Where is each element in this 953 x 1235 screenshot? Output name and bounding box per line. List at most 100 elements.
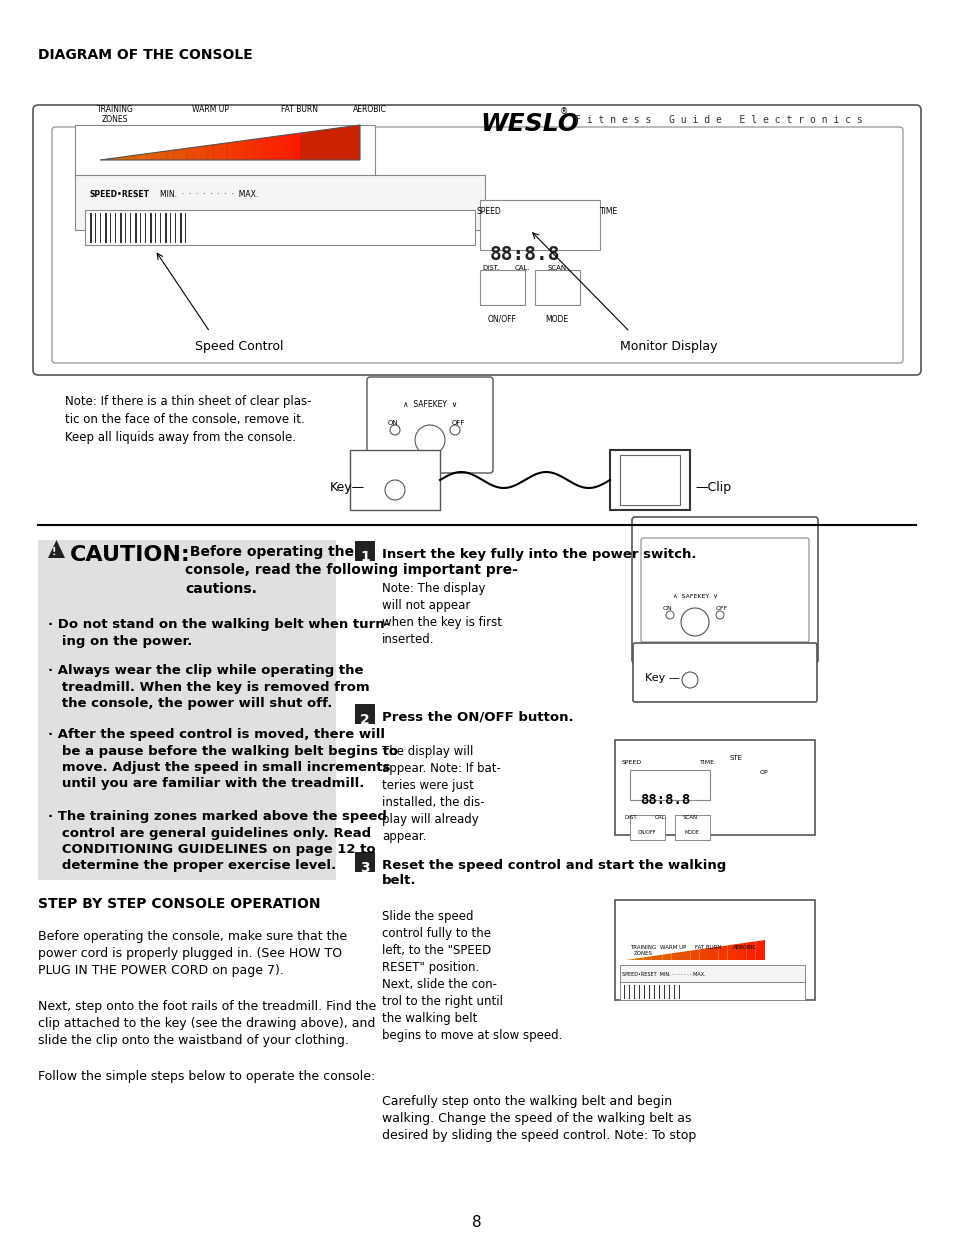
Bar xyxy=(100,212,101,243)
Text: AEROBIC: AEROBIC xyxy=(732,945,757,950)
Bar xyxy=(160,212,161,243)
Polygon shape xyxy=(200,146,207,161)
Polygon shape xyxy=(173,149,180,161)
FancyBboxPatch shape xyxy=(633,643,816,701)
Bar xyxy=(615,740,814,835)
Polygon shape xyxy=(140,153,147,161)
Text: ON/OFF: ON/OFF xyxy=(487,315,516,324)
Text: SPEED: SPEED xyxy=(476,207,501,216)
Text: DIST.: DIST. xyxy=(481,266,498,270)
Bar xyxy=(140,212,141,243)
FancyBboxPatch shape xyxy=(52,127,902,363)
Bar xyxy=(609,450,689,510)
Polygon shape xyxy=(624,958,634,960)
Text: MIN.  ·  ·  ·  ·  ·  ·  ·  ·  MAX.: MIN. · · · · · · · · MAX. xyxy=(160,190,258,199)
Polygon shape xyxy=(737,942,745,960)
Text: TIME: TIME xyxy=(599,207,618,216)
Text: Note: The display
will not appear
when the key is first
inserted.: Note: The display will not appear when t… xyxy=(381,582,501,646)
Polygon shape xyxy=(147,153,153,161)
Text: —Clip: —Clip xyxy=(695,480,730,494)
Text: STEP BY STEP CONSOLE OPERATION: STEP BY STEP CONSOLE OPERATION xyxy=(38,897,320,911)
FancyBboxPatch shape xyxy=(640,538,808,642)
Polygon shape xyxy=(48,540,65,558)
Polygon shape xyxy=(718,945,727,960)
Bar xyxy=(654,986,655,999)
Text: SCAN: SCAN xyxy=(682,815,698,820)
Text: FAT BURN: FAT BURN xyxy=(695,945,720,950)
Polygon shape xyxy=(113,157,120,161)
Circle shape xyxy=(450,425,459,435)
Polygon shape xyxy=(680,951,690,960)
Text: 88:8.8: 88:8.8 xyxy=(490,245,560,264)
FancyBboxPatch shape xyxy=(38,540,335,881)
Text: Monitor Display: Monitor Display xyxy=(619,340,717,353)
Polygon shape xyxy=(180,148,187,161)
Bar xyxy=(675,815,709,840)
Bar xyxy=(145,212,146,243)
Polygon shape xyxy=(661,953,671,960)
Bar xyxy=(135,212,137,243)
Text: STE: STE xyxy=(729,755,742,761)
Bar xyxy=(623,986,625,999)
Polygon shape xyxy=(634,957,643,960)
Text: Speed Control: Speed Control xyxy=(194,340,283,353)
Bar xyxy=(629,769,709,800)
Text: CAUTION:: CAUTION: xyxy=(70,545,191,564)
Bar xyxy=(479,200,599,249)
Bar xyxy=(619,982,804,1000)
Text: ®: ® xyxy=(559,107,568,116)
Bar xyxy=(170,212,171,243)
Text: Key—: Key— xyxy=(330,480,365,494)
Polygon shape xyxy=(153,152,160,161)
Text: TRAINING
ZONES: TRAINING ZONES xyxy=(629,945,656,956)
Bar xyxy=(75,175,484,230)
Text: CAL.: CAL. xyxy=(515,266,530,270)
Polygon shape xyxy=(100,125,359,161)
Polygon shape xyxy=(267,137,274,161)
Text: 2: 2 xyxy=(359,713,370,727)
Bar xyxy=(120,212,122,243)
Text: · Always wear the clip while operating the
   treadmill. When the key is removed: · Always wear the clip while operating t… xyxy=(48,664,369,710)
Circle shape xyxy=(415,425,444,454)
Text: Before operating the
console, read the following important pre-
cautions.: Before operating the console, read the f… xyxy=(185,545,517,595)
Bar xyxy=(110,212,111,243)
Text: ON: ON xyxy=(662,606,672,611)
Polygon shape xyxy=(213,143,220,161)
Polygon shape xyxy=(745,941,755,960)
Polygon shape xyxy=(127,156,133,161)
Polygon shape xyxy=(240,141,247,161)
Text: TIME: TIME xyxy=(700,760,714,764)
Bar xyxy=(95,212,96,243)
Bar xyxy=(75,125,375,180)
FancyBboxPatch shape xyxy=(355,541,375,561)
Circle shape xyxy=(680,608,708,636)
Bar xyxy=(619,454,679,505)
Polygon shape xyxy=(260,137,267,161)
Polygon shape xyxy=(167,151,173,161)
Text: SPEED•RESET: SPEED•RESET xyxy=(90,190,150,199)
Polygon shape xyxy=(207,144,213,161)
Polygon shape xyxy=(286,133,293,161)
Bar xyxy=(130,212,131,243)
Polygon shape xyxy=(220,143,227,161)
Text: !: ! xyxy=(51,547,56,557)
Text: TRAINING
ZONES: TRAINING ZONES xyxy=(96,105,133,125)
Text: OP: OP xyxy=(760,769,768,776)
Bar xyxy=(150,212,152,243)
Text: 8: 8 xyxy=(472,1215,481,1230)
Text: AEROBIC: AEROBIC xyxy=(353,105,387,114)
FancyBboxPatch shape xyxy=(33,105,920,375)
Text: SPEED•RESET  MIN. · · · · · · · MAX.: SPEED•RESET MIN. · · · · · · · MAX. xyxy=(621,972,705,977)
Polygon shape xyxy=(193,147,200,161)
Text: 1: 1 xyxy=(359,550,370,564)
Bar xyxy=(535,270,579,305)
Text: WARM UP: WARM UP xyxy=(192,105,228,114)
Text: MODE: MODE xyxy=(545,315,568,324)
Polygon shape xyxy=(274,136,280,161)
Bar xyxy=(629,815,664,840)
Text: F i t n e s s   G u i d e   E l e c t r o n i c s: F i t n e s s G u i d e E l e c t r o n … xyxy=(575,115,862,125)
Text: Note: If there is a thin sheet of clear plas-
tic on the face of the console, re: Note: If there is a thin sheet of clear … xyxy=(65,395,312,445)
Polygon shape xyxy=(253,138,260,161)
Bar xyxy=(90,212,91,243)
Text: 3: 3 xyxy=(360,861,370,876)
